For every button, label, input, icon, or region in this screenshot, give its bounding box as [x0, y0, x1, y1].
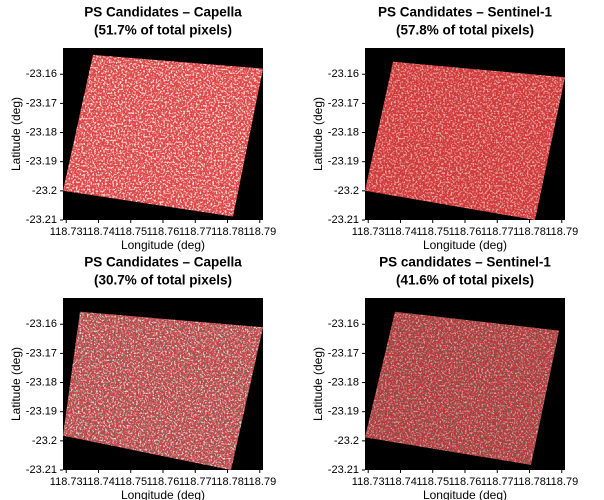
figure: PS Candidates – Capella (51.7% of total p… — [0, 0, 604, 500]
chart-subtitle: (51.7% of total pixels) — [94, 23, 232, 38]
x-axis-label: Longitude (deg) — [423, 238, 507, 252]
image-texture-dark — [365, 312, 559, 465]
y-tick-label: -23.19 — [26, 156, 57, 168]
x-tick-label: 118.74 — [384, 476, 417, 488]
x-tick-label: 118.76 — [147, 476, 180, 488]
x-axis-label: Longitude (deg) — [423, 488, 507, 500]
x-tick-label: 118.74 — [82, 226, 115, 238]
x-tick-label: 118.77 — [179, 476, 212, 488]
chart-subtitle: (30.7% of total pixels) — [94, 273, 232, 288]
y-tick-label: -23.21 — [26, 464, 57, 476]
y-tick-label: -23.19 — [328, 156, 359, 168]
x-tick-label: 118.76 — [147, 226, 180, 238]
chart-title: PS candidates – Sentinel-1 — [379, 255, 551, 270]
x-axis-label: Longitude (deg) — [121, 238, 205, 252]
chart-subtitle: (41.6% of total pixels) — [396, 273, 534, 288]
x-tick-label: 118.79 — [545, 476, 578, 488]
chart-title: PS Candidates – Capella — [84, 255, 242, 270]
y-tick-label: -23.16 — [26, 68, 57, 80]
x-tick-label: 118.78 — [211, 476, 244, 488]
y-axis-label: Latitude (deg) — [311, 347, 325, 421]
y-tick-label: -23.16 — [26, 318, 57, 330]
y-tick-label: -23.19 — [328, 406, 359, 418]
x-tick-label: 118.78 — [513, 476, 546, 488]
y-tick-label: -23.17 — [26, 347, 57, 359]
y-tick-label: -23.18 — [328, 376, 359, 388]
x-tick-label: 118.78 — [513, 226, 546, 238]
x-tick-label: 118.75 — [416, 226, 449, 238]
y-tick-label: -23.16 — [328, 318, 359, 330]
x-axis-label: Longitude (deg) — [121, 488, 205, 500]
x-tick-label: 118.73 — [352, 226, 385, 238]
y-axis-label: Latitude (deg) — [311, 97, 325, 171]
x-tick-label: 118.73 — [50, 226, 83, 238]
y-tick-label: -23.17 — [26, 97, 57, 109]
x-tick-label: 118.74 — [384, 226, 417, 238]
y-tick-label: -23.18 — [26, 126, 57, 138]
x-tick-label: 118.76 — [449, 476, 482, 488]
x-tick-label: 118.76 — [449, 226, 482, 238]
chart-title: PS Candidates – Sentinel-1 — [378, 5, 553, 20]
chart-title: PS Candidates – Capella — [84, 5, 242, 20]
x-tick-label: 118.73 — [50, 476, 83, 488]
image-texture — [63, 55, 263, 217]
x-tick-label: 118.79 — [545, 226, 578, 238]
y-tick-label: -23.21 — [26, 214, 57, 226]
x-tick-label: 118.77 — [179, 226, 212, 238]
y-tick-label: -23.2 — [334, 185, 359, 197]
x-tick-label: 118.77 — [481, 226, 514, 238]
x-tick-label: 118.75 — [114, 476, 147, 488]
y-tick-label: -23.16 — [328, 68, 359, 80]
y-tick-label: -23.18 — [26, 376, 57, 388]
y-axis-label: Latitude (deg) — [9, 347, 23, 421]
y-tick-label: -23.17 — [328, 347, 359, 359]
y-axis-label: Latitude (deg) — [9, 97, 23, 171]
y-tick-label: -23.19 — [26, 406, 57, 418]
y-tick-label: -23.21 — [328, 214, 359, 226]
y-tick-label: -23.18 — [328, 126, 359, 138]
x-tick-label: 118.74 — [82, 476, 115, 488]
chart-subtitle: (57.8% of total pixels) — [396, 23, 534, 38]
y-tick-label: -23.2 — [32, 185, 57, 197]
x-tick-label: 118.79 — [243, 226, 276, 238]
y-tick-label: -23.17 — [328, 97, 359, 109]
y-tick-label: -23.2 — [334, 435, 359, 447]
x-tick-label: 118.77 — [481, 476, 514, 488]
y-tick-label: -23.21 — [328, 464, 359, 476]
x-tick-label: 118.73 — [352, 476, 385, 488]
x-tick-label: 118.78 — [211, 226, 244, 238]
x-tick-label: 118.75 — [416, 476, 449, 488]
x-tick-label: 118.79 — [243, 476, 276, 488]
y-tick-label: -23.2 — [32, 435, 57, 447]
x-tick-label: 118.75 — [114, 226, 147, 238]
